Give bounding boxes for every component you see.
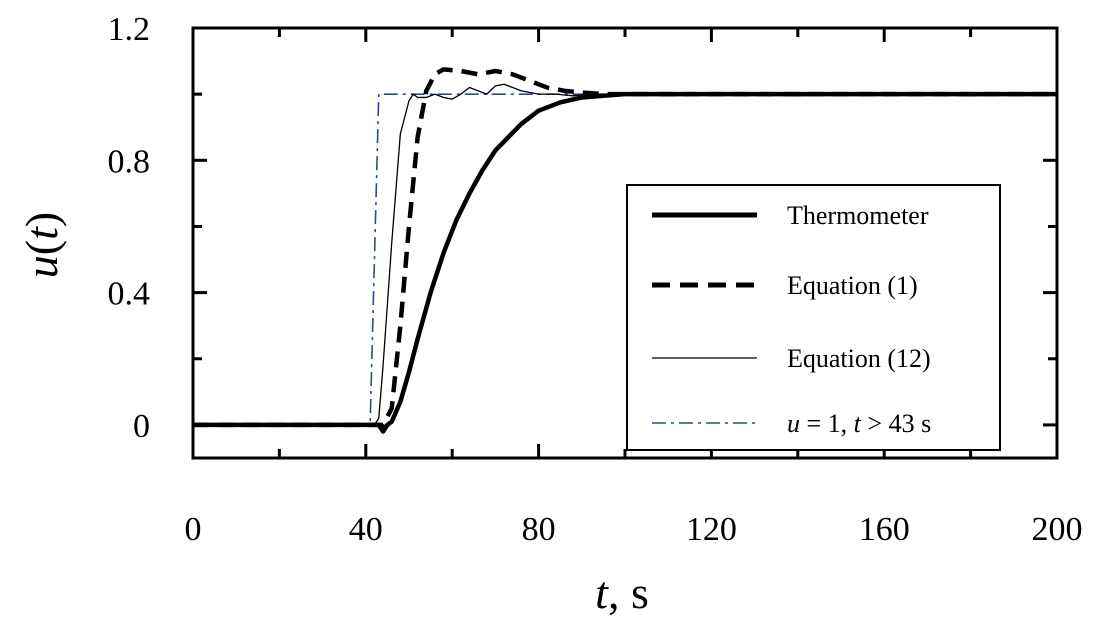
legend-label-equation-12: Equation (12): [787, 344, 931, 373]
y-tick-label: 0.8: [108, 143, 151, 180]
legend-label-thermometer: Thermometer: [787, 201, 929, 230]
y-tick-label: 0.4: [108, 276, 151, 313]
x-tick-labels: 0 40 80 120 160 200: [185, 511, 1083, 548]
y-axis-title: u(t): [16, 212, 67, 278]
x-axis-title: t, s: [595, 567, 649, 618]
y-tick-label: 1.2: [108, 11, 151, 48]
legend-step-u: u: [787, 409, 800, 438]
x-axis-title-unit: , s: [608, 567, 649, 618]
legend-step-rest: > 43 s: [861, 409, 931, 438]
legend-label-equation-1: Equation (1): [787, 271, 918, 300]
y-axis-title-open: (: [16, 240, 67, 255]
legend: Thermometer Equation (1) Equation (12) u…: [627, 185, 1000, 450]
legend-label-step: u = 1, t > 43 s: [787, 409, 931, 438]
y-tick-labels: 0 0.4 0.8 1.2: [108, 11, 151, 445]
y-tick-label: 0: [133, 408, 150, 445]
x-tick-label: 40: [349, 511, 383, 548]
y-axis-title-var: u: [16, 255, 67, 278]
y-axis-title-close: ): [16, 212, 67, 227]
x-tick-label: 0: [185, 511, 202, 548]
x-tick-label: 200: [1032, 511, 1083, 548]
x-tick-label: 120: [686, 511, 737, 548]
legend-step-mid: = 1,: [800, 409, 854, 438]
x-tick-label: 80: [522, 511, 556, 548]
x-tick-label: 160: [859, 511, 910, 548]
